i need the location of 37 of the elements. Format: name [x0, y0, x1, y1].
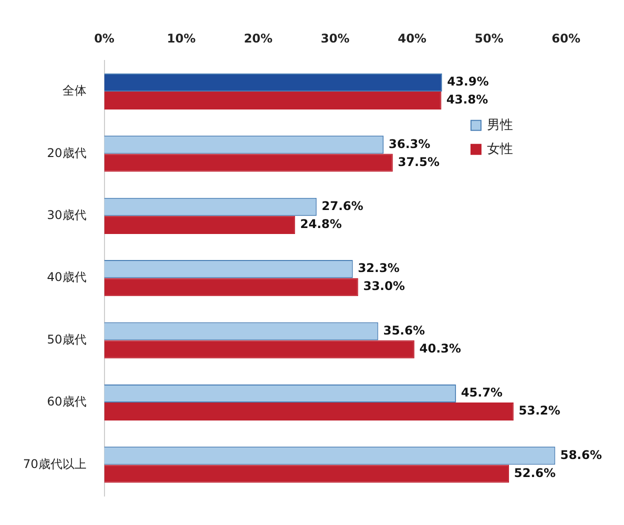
data-label: 45.7%: [460, 386, 503, 400]
bar: [104, 464, 510, 483]
data-label: 58.6%: [560, 448, 602, 462]
x-tick-label: 10%: [166, 31, 196, 46]
y-tick-label: 40歳代: [46, 270, 86, 284]
y-tick-label: 50歳代: [46, 332, 86, 346]
x-tick-label: 40%: [398, 31, 426, 46]
y-tick-label: 全体: [62, 84, 86, 98]
bar: [104, 278, 358, 296]
legend-label: 男性: [487, 118, 513, 133]
data-label: 27.6%: [322, 199, 364, 214]
data-label: 53.2%: [518, 404, 560, 418]
data-label: 43.8%: [446, 92, 488, 107]
y-tick-label: 70歳代以上: [22, 456, 86, 471]
x-tick-label: 30%: [320, 31, 350, 46]
data-label: 40.3%: [419, 341, 462, 356]
bar: [104, 402, 514, 421]
data-label: 35.6%: [383, 323, 425, 338]
x-tick-label: 60%: [552, 31, 580, 46]
data-label: 43.9%: [447, 74, 489, 89]
x-tick-label: 20%: [244, 31, 273, 46]
data-label: 52.6%: [514, 466, 556, 480]
bar: [104, 340, 414, 358]
y-tick-label: 20歳代: [46, 146, 86, 160]
data-label: 33.0%: [363, 279, 405, 294]
x-tick-label: 50%: [474, 31, 504, 46]
y-tick-label: 60歳代: [46, 394, 86, 409]
bar: [104, 216, 296, 234]
data-label: 24.8%: [300, 217, 342, 232]
y-tick-label: 30歳代: [46, 208, 86, 222]
data-label: 36.3%: [388, 136, 430, 151]
data-label: 32.3%: [358, 261, 400, 276]
legend-label: 女性: [487, 142, 513, 157]
bar: [104, 154, 393, 172]
bar: [104, 92, 442, 110]
data-label: 37.5%: [398, 154, 440, 169]
x-tick-label: 0%: [94, 31, 114, 46]
